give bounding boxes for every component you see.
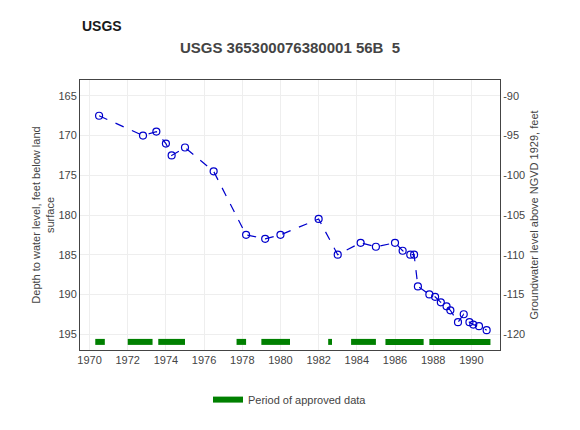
svg-text:165: 165 — [58, 90, 76, 102]
svg-text:1986: 1986 — [383, 354, 407, 366]
svg-text:USGS: USGS — [82, 18, 122, 34]
svg-text:-105: -105 — [503, 209, 525, 221]
svg-text:185: 185 — [58, 249, 76, 261]
svg-text:1988: 1988 — [421, 354, 445, 366]
svg-text:180: 180 — [58, 209, 76, 221]
svg-text:1972: 1972 — [115, 354, 139, 366]
svg-text:1970: 1970 — [77, 354, 101, 366]
svg-text:1990: 1990 — [459, 354, 483, 366]
svg-text:-120: -120 — [503, 328, 525, 340]
svg-text:-90: -90 — [503, 90, 519, 102]
svg-text:USGS 365300076380001 56B 5: USGS 365300076380001 56B 5 — [180, 39, 400, 56]
svg-text:1974: 1974 — [154, 354, 178, 366]
svg-text:-110: -110 — [503, 249, 524, 261]
svg-text:170: 170 — [58, 129, 76, 141]
svg-text:190: 190 — [58, 288, 76, 300]
svg-text:-95: -95 — [503, 129, 519, 141]
svg-text:Period of approved data: Period of approved data — [248, 394, 366, 406]
svg-text:Depth to water level, feet bel: Depth to water level, feet below landsur… — [30, 126, 56, 303]
svg-text:175: 175 — [58, 169, 76, 181]
svg-text:1976: 1976 — [192, 354, 216, 366]
svg-text:-115: -115 — [503, 288, 524, 300]
svg-text:-100: -100 — [503, 169, 525, 181]
svg-text:1982: 1982 — [306, 354, 330, 366]
svg-text:1984: 1984 — [345, 354, 369, 366]
svg-text:1980: 1980 — [268, 354, 292, 366]
svg-text:1978: 1978 — [230, 354, 254, 366]
svg-text:195: 195 — [58, 328, 76, 340]
svg-text:Groundwater level above NGVD 1: Groundwater level above NGVD 1929, feet — [528, 110, 540, 319]
